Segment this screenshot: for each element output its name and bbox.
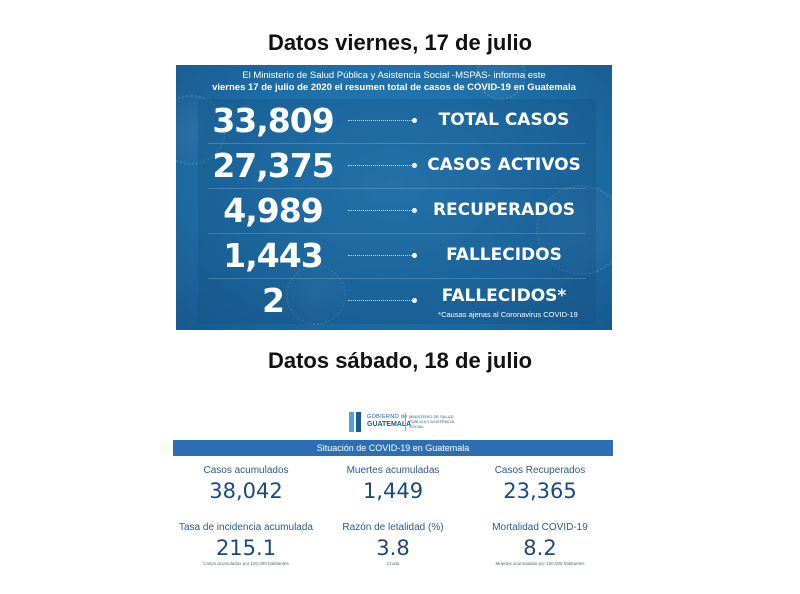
stat-label: CASOS ACTIVOS <box>427 155 581 175</box>
logo-bars-icon <box>349 412 363 432</box>
cell-value: 23,365 <box>503 479 577 503</box>
stats-panel: 33,809 TOTAL CASOS 27,375 CASOS ACTIVOS … <box>198 99 596 324</box>
row-divider <box>208 188 586 189</box>
stat-row-active: 27,375 CASOS ACTIVOS <box>198 144 596 188</box>
cell-lethality-ratio: Razón de letalidad (%) 3.8 Cruda <box>320 522 466 567</box>
header-line-1: El Ministerio de Salud Pública y Asisten… <box>242 70 546 81</box>
virus-decoration <box>536 185 612 275</box>
logo-divider <box>405 413 406 431</box>
cell-cumulative-deaths: Muertes acumuladas 1,449 <box>320 465 466 503</box>
stat-label: FALLECIDOS* <box>441 286 567 306</box>
logo-ministry: Ministerio de Salud Pública y Asistencia… <box>409 414 454 429</box>
stat-value: 27,375 <box>212 146 334 185</box>
logo-line-1: GOBIERNO de <box>367 414 408 420</box>
cell-value: 1,449 <box>362 479 424 503</box>
heading-friday: Datos viernes, 17 de julio <box>267 30 533 55</box>
stat-footnote: *Causas ajenas al Coronavirus COVID-19 <box>438 310 578 319</box>
connector-line <box>348 208 417 213</box>
stat-value: 33,809 <box>212 101 334 140</box>
stat-row-recovered: 4,989 RECUPERADOS <box>198 189 596 233</box>
connector-line <box>348 163 417 168</box>
stat-label: RECUPERADOS <box>432 200 576 220</box>
cell-value: 3.8 <box>376 536 410 560</box>
row-divider <box>208 278 586 279</box>
stat-value: 2 <box>262 281 285 320</box>
stat-label: FALLECIDOS <box>446 245 562 265</box>
virus-decoration <box>176 95 226 165</box>
row-divider <box>208 143 586 144</box>
infographic-saturday: GOBIERNO de GUATEMALA Ministerio de Salu… <box>173 407 613 577</box>
virus-decoration <box>286 265 346 325</box>
stat-row-deceased-other: 2 FALLECIDOS* *Causas ajenas al Coronavi… <box>198 279 596 323</box>
stat-row-total: 33,809 TOTAL CASOS <box>198 99 596 143</box>
logo-line-2: GUATEMALA <box>367 421 412 428</box>
cell-label: Casos Recuperados <box>494 465 586 476</box>
stat-row-deceased: 1,443 FALLECIDOS <box>198 234 596 278</box>
cell-value: 38,042 <box>209 479 283 503</box>
infographic-friday: El Ministerio de Salud Pública y Asisten… <box>176 65 612 330</box>
cell-subtext: Muertes acumuladas por 100,000 habitante… <box>495 561 585 566</box>
cell-incidence-rate: Tasa de incidencia acumulada 215.1 Casos… <box>173 522 319 567</box>
cell-label: Mortalidad COVID-19 <box>492 522 588 533</box>
cell-label: Razón de letalidad (%) <box>342 522 444 533</box>
cell-recovered: Casos Recuperados 23,365 <box>467 465 613 503</box>
connector-line <box>348 253 417 258</box>
stat-value: 4,989 <box>223 191 323 230</box>
stat-label: TOTAL CASOS <box>438 110 570 130</box>
stat-value: 1,443 <box>223 236 323 275</box>
situation-title-bar: Situación de COVID-19 en Guatemala <box>173 440 613 456</box>
heading-saturday: Datos sábado, 18 de julio <box>267 348 533 373</box>
row-divider <box>208 233 586 234</box>
government-logo: GOBIERNO de GUATEMALA Ministerio de Salu… <box>349 412 459 434</box>
cell-label: Muertes acumuladas <box>346 465 440 476</box>
cell-subtext: Cruda <box>386 561 400 566</box>
cell-label: Casos acumulados <box>203 465 289 476</box>
connector-line <box>348 298 417 303</box>
infographic-header: El Ministerio de Salud Pública y Asisten… <box>176 70 612 94</box>
connector-line <box>348 118 417 123</box>
cell-value: 215.1 <box>215 536 277 560</box>
header-line-2: viernes 17 de julio de 2020 el resumen t… <box>212 82 576 93</box>
cell-label: Tasa de incidencia acumulada <box>179 522 313 533</box>
cell-value: 8.2 <box>523 536 557 560</box>
cell-cumulative-cases: Casos acumulados 38,042 <box>173 465 319 503</box>
cell-mortality: Mortalidad COVID-19 8.2 Muertes acumulad… <box>467 522 613 567</box>
cell-subtext: Casos acumulados por 100,000 habitantes <box>203 561 289 566</box>
